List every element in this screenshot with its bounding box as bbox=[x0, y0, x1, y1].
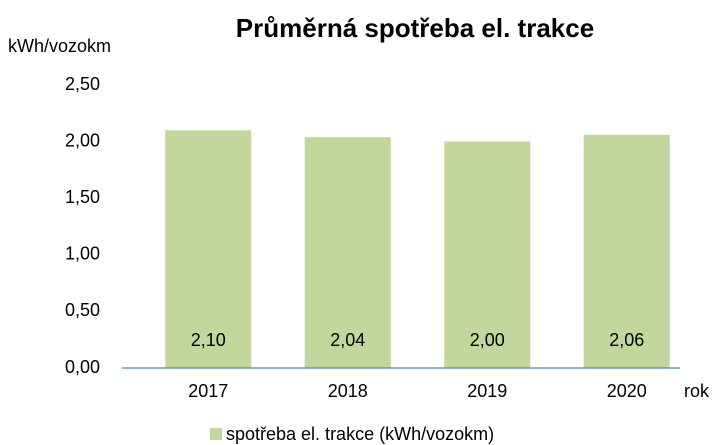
x-tick-label: 2018 bbox=[328, 381, 368, 401]
y-tick-label: 2,50 bbox=[65, 74, 100, 94]
bar bbox=[165, 130, 252, 368]
legend-label: spotřeba el. trakce (kWh/vozokm) bbox=[226, 424, 494, 444]
data-label: 2,06 bbox=[609, 330, 644, 350]
y-tick-label: 1,00 bbox=[65, 244, 100, 264]
data-label: 2,00 bbox=[470, 330, 505, 350]
x-tick-label: 2019 bbox=[467, 381, 507, 401]
y-tick-label: 1,50 bbox=[65, 187, 100, 207]
x-axis-label: rok bbox=[684, 381, 710, 401]
data-label: 2,04 bbox=[330, 330, 365, 350]
y-tick-label: 0,50 bbox=[65, 300, 100, 320]
y-tick-label: 0,00 bbox=[65, 357, 100, 377]
y-axis-label: kWh/vozokm bbox=[8, 36, 111, 56]
data-label: 2,10 bbox=[191, 330, 226, 350]
bar bbox=[444, 141, 531, 368]
y-tick-label: 2,00 bbox=[65, 130, 100, 150]
bar bbox=[304, 137, 391, 368]
bar bbox=[583, 134, 670, 368]
x-tick-label: 2020 bbox=[607, 381, 647, 401]
x-tick-label: 2017 bbox=[188, 381, 228, 401]
chart-title: Průměrná spotřeba el. trakce bbox=[236, 13, 594, 43]
legend-swatch bbox=[210, 428, 222, 440]
